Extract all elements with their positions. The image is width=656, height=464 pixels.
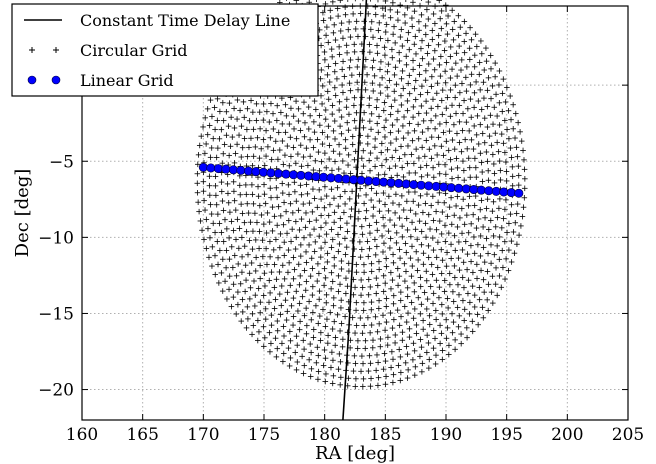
x-tick-label: 165 xyxy=(126,425,158,445)
circular-grid-series xyxy=(194,0,528,390)
y-axis-label: Dec [deg] xyxy=(12,169,33,258)
linear-grid-point xyxy=(401,179,411,189)
linear-grid-point xyxy=(356,175,366,185)
linear-grid-point xyxy=(446,183,456,193)
x-tick-labels: 160 165 170 175 180 185 190 195 200 205 xyxy=(66,425,644,445)
y-tick-label: −20 xyxy=(38,381,74,401)
y-tick-label: −15 xyxy=(38,304,74,324)
legend: Constant Time Delay Line Circular Grid L… xyxy=(11,3,319,97)
y-tick-label: −10 xyxy=(38,228,74,248)
legend-circle-swatch xyxy=(27,75,61,85)
linear-grid-point xyxy=(439,182,449,192)
linear-grid-point xyxy=(454,183,464,193)
linear-grid-point xyxy=(409,180,419,190)
linear-grid-point xyxy=(228,165,238,175)
linear-grid-point xyxy=(341,174,351,184)
linear-grid-point xyxy=(251,167,261,177)
linear-grid-point xyxy=(296,170,306,180)
linear-grid-point xyxy=(424,181,434,191)
linear-grid-point xyxy=(364,176,374,186)
linear-grid-point xyxy=(221,164,231,174)
linear-grid-series xyxy=(198,162,524,198)
linear-grid-point xyxy=(371,177,381,187)
x-tick-label: 175 xyxy=(248,425,280,445)
x-tick-label: 160 xyxy=(66,425,98,445)
legend-label-delay-line: Constant Time Delay Line xyxy=(80,11,290,30)
x-tick-label: 205 xyxy=(612,425,644,445)
plot-frame xyxy=(81,5,629,421)
linear-grid-point xyxy=(469,185,479,195)
linear-grid-point xyxy=(349,175,359,185)
linear-grid-point xyxy=(506,188,516,198)
linear-grid-point xyxy=(386,178,396,188)
linear-grid-point xyxy=(514,188,524,198)
legend-label-linear-grid: Linear Grid xyxy=(80,71,174,90)
linear-grid-point xyxy=(476,185,486,195)
legend-label-circular-grid: Circular Grid xyxy=(80,41,187,60)
linear-grid-point xyxy=(206,163,216,173)
linear-grid-point xyxy=(491,186,501,196)
x-tick-label: 170 xyxy=(187,425,219,445)
linear-grid-point xyxy=(198,162,208,172)
y-tick-labels: −20−15−10−50 xyxy=(38,76,74,400)
time-delay-line xyxy=(342,0,368,421)
x-tick-label: 180 xyxy=(308,425,340,445)
linear-grid-point xyxy=(213,164,223,174)
time-delay-line-series xyxy=(342,0,368,421)
linear-grid-point xyxy=(416,180,426,190)
linear-grid-point xyxy=(431,181,441,191)
linear-grid-point xyxy=(394,178,404,188)
linear-grid-point xyxy=(379,177,389,187)
linear-grid-point xyxy=(273,168,283,178)
linear-grid-point xyxy=(319,172,329,182)
linear-grid-point xyxy=(236,165,246,175)
linear-grid-point xyxy=(334,173,344,183)
linear-grid-point xyxy=(258,167,268,177)
legend-plus-swatch xyxy=(29,47,59,53)
linear-grid-point xyxy=(461,184,471,194)
x-tick-label: 190 xyxy=(430,425,462,445)
x-axis-label: RA [deg] xyxy=(315,443,395,464)
y-tick-label: −5 xyxy=(49,152,74,172)
x-tick-label: 195 xyxy=(490,425,522,445)
linear-grid-point xyxy=(484,186,494,196)
x-tick-label: 185 xyxy=(369,425,401,445)
linear-grid-point xyxy=(303,171,313,181)
linear-grid-point xyxy=(281,169,291,179)
legend-box xyxy=(11,3,319,97)
linear-grid-point xyxy=(326,173,336,183)
linear-grid-point xyxy=(311,172,321,182)
linear-grid-point xyxy=(288,170,298,180)
linear-grid-point xyxy=(499,187,509,197)
linear-grid-point xyxy=(266,168,276,178)
x-tick-label: 200 xyxy=(551,425,583,445)
linear-grid-point xyxy=(243,166,253,176)
